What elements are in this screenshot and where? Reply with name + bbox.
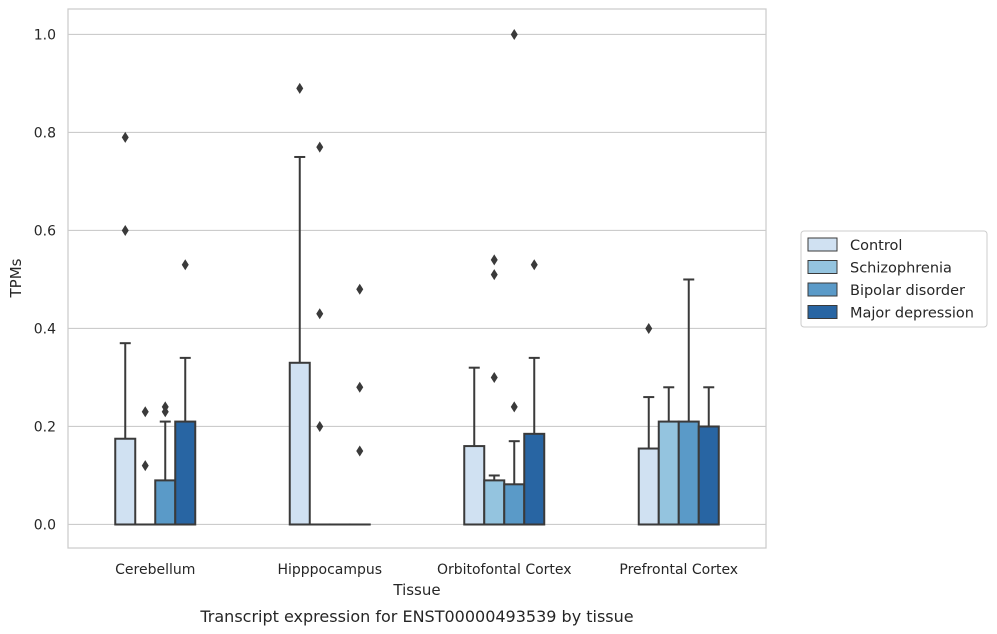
box [523,432,546,526]
box [503,483,526,526]
outlier-point [316,141,324,153]
box [637,447,660,526]
box-group [523,259,546,526]
y-axis-title: TPMs [7,258,25,298]
outlier-point [316,308,324,320]
outlier-point [510,28,518,40]
x-axis-title: Tissue [392,581,440,599]
y-axis-ticks: 0.0 0.2 0.4 0.6 0.8 1.0 [34,27,56,533]
legend-label: Schizophrenia [850,261,952,277]
x-tick-label: Cerebellum [115,562,195,578]
outlier-point [316,420,324,432]
legend-label: Major depression [850,306,974,322]
x-axis-ticks: Cerebellum Hipppocampus Orbitofontal Corte… [115,562,738,578]
box [114,437,137,526]
box [174,420,197,526]
box-group [308,141,331,526]
outlier-point [356,381,364,393]
y-tick-label: 1.0 [34,27,56,43]
box [677,420,700,526]
legend-label: Bipolar disorder [850,283,965,299]
legend-swatch [807,237,838,252]
box-group [677,278,700,526]
outlier-point [121,131,129,143]
outlier-point [490,254,498,266]
box-group [288,82,311,526]
box-group [348,283,371,526]
outlier-point [510,401,518,413]
box-group [637,322,660,526]
outlier-point [296,82,304,94]
outlier-point [181,259,189,271]
outlier-point [141,406,149,418]
x-tick-label: Hipppocampus [277,562,382,578]
outlier-point [161,401,169,413]
chart-caption: Transcript expression for ENST0000049353… [199,607,633,626]
legend-label: Control [850,238,902,254]
legend-frame [800,230,988,328]
legend-swatch [807,260,838,274]
outlier-point [121,224,129,236]
box-group [154,401,177,526]
outlier-point [141,460,149,472]
outlier-point [356,283,364,295]
box [288,361,311,526]
plot-frame [67,8,767,549]
legend-swatch [807,305,838,319]
box [154,479,177,526]
box [483,479,506,526]
y-tick-label: 0.8 [34,125,56,141]
box-marks [114,28,720,526]
outlier-point [530,259,538,271]
legend: Control Schizophrenia Bipolar disorder Majo… [800,230,988,328]
x-tick-label: Prefrontal Cortex [619,562,738,578]
y-tick-label: 0.6 [34,223,56,239]
box [697,425,720,526]
box [463,445,486,526]
outlier-point [490,371,498,383]
box [657,420,680,526]
y-tick-label: 0.0 [34,517,56,533]
legend-swatch [807,282,838,297]
box-group [697,386,720,526]
box-group [114,131,137,526]
y-tick-label: 0.4 [34,321,56,337]
box-group [174,259,197,526]
box-group [134,406,157,526]
y-tick-label: 0.2 [34,419,56,435]
x-tick-label: Orbitofontal Cortex [437,562,572,578]
outlier-point [645,322,653,334]
outlier-point [490,269,498,281]
outlier-point [356,445,364,457]
